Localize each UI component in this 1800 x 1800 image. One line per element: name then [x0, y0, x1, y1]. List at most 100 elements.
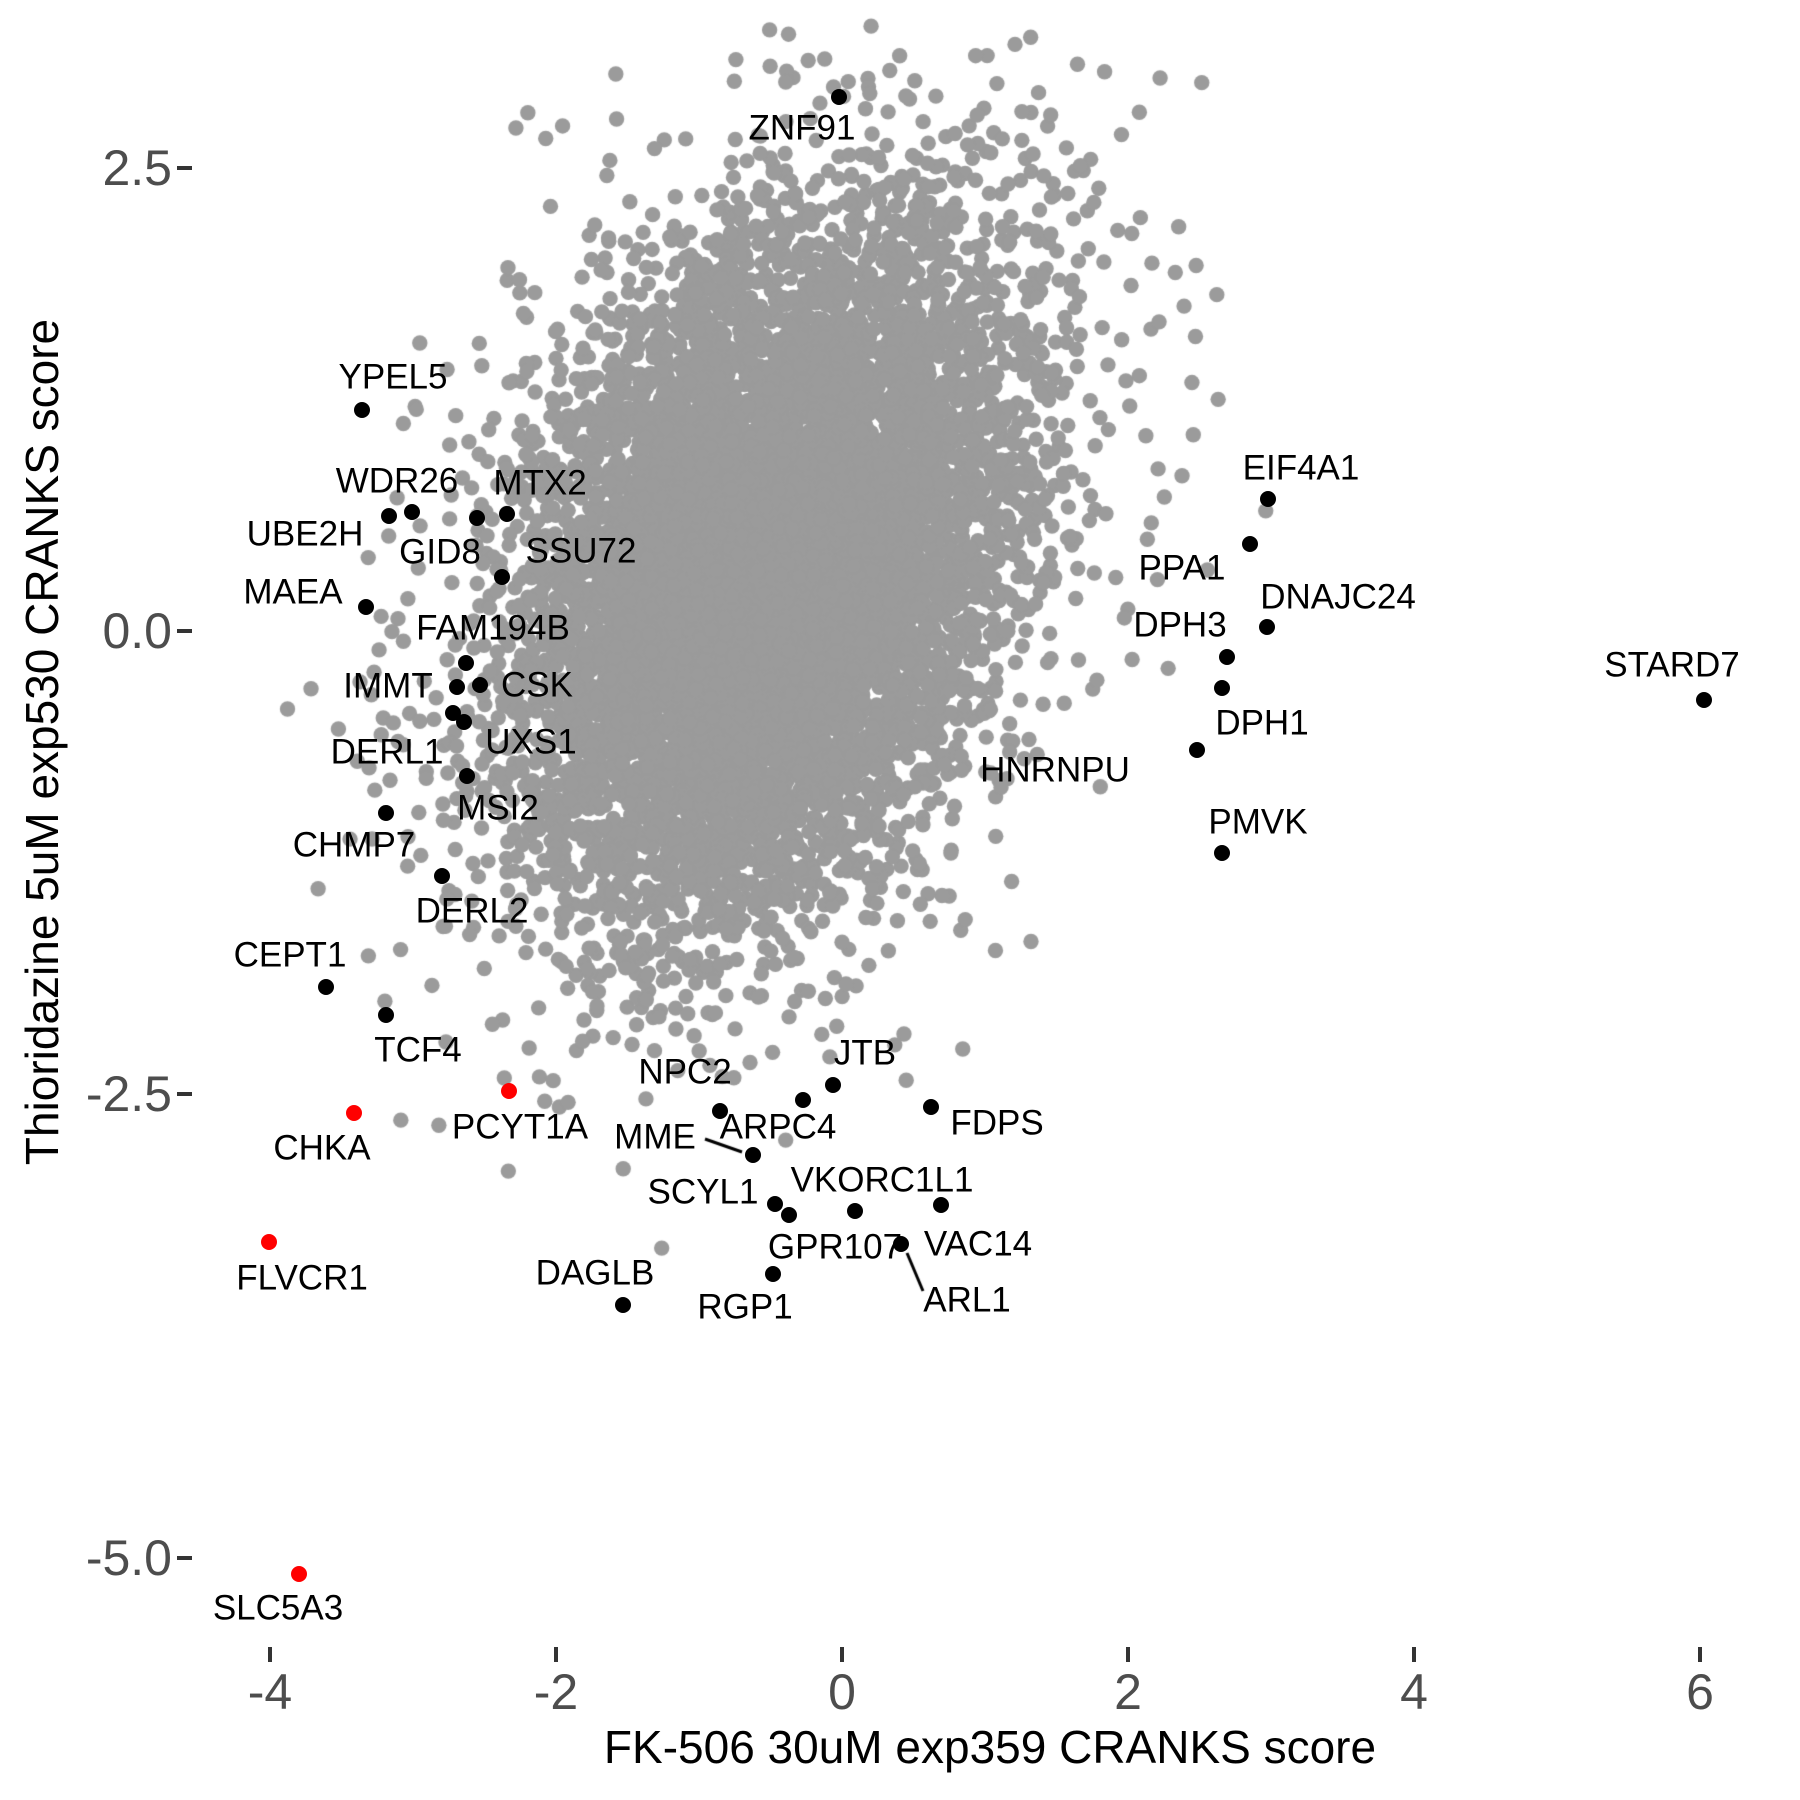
- point-DAGLB: [615, 1297, 632, 1314]
- point-GID8: [469, 509, 486, 526]
- gene-label-STARD7: STARD7: [1604, 645, 1740, 685]
- point-NPC2: [712, 1102, 729, 1119]
- gene-label-UBE2H: UBE2H: [246, 514, 364, 554]
- point-DERL2: [433, 867, 450, 884]
- y-tick-label-0.0: 0.0: [102, 603, 172, 659]
- gene-label-VKORC1L1: VKORC1L1: [790, 1160, 974, 1200]
- x-tick-label-4: 4: [1400, 1664, 1428, 1720]
- gene-label-PMVK: PMVK: [1208, 802, 1308, 842]
- point-STARD7: [1696, 691, 1713, 708]
- x-tick-label--4: -4: [247, 1664, 293, 1720]
- point-HNRNPU: [1188, 741, 1205, 758]
- point-SSU72: [493, 569, 510, 586]
- gene-label-MTX2: MTX2: [493, 463, 587, 503]
- gene-label-CHKA: CHKA: [273, 1128, 371, 1168]
- point-CHMP7: [377, 804, 394, 821]
- x-tick-label-6: 6: [1686, 1664, 1714, 1720]
- gene-label-EIF4A1: EIF4A1: [1242, 448, 1360, 488]
- gene-label-PPA1: PPA1: [1138, 548, 1226, 588]
- x-tick-label-0: 0: [828, 1664, 856, 1720]
- point-IMMT: [449, 678, 466, 695]
- point-PCYT1A: [500, 1082, 517, 1099]
- gene-label-HNRNPU: HNRNPU: [980, 750, 1130, 790]
- y-tick-mark-2.5: [177, 165, 192, 170]
- gene-label-FAM194B: FAM194B: [416, 608, 570, 648]
- y-tick-mark--5.0: [177, 1555, 192, 1560]
- point-VAC14: [932, 1197, 949, 1214]
- gene-label-WDR26: WDR26: [335, 461, 459, 501]
- gene-label-GPR107: GPR107: [767, 1227, 903, 1267]
- point-FAM194B: [457, 654, 474, 671]
- point-MAEA: [357, 598, 374, 615]
- point-UBE2H: [380, 508, 397, 525]
- gene-label-MSI2: MSI2: [457, 788, 539, 828]
- point-VKORC1L1: [846, 1202, 863, 1219]
- gene-label-SLC5A3: SLC5A3: [212, 1588, 344, 1628]
- gene-label-MME: MME: [614, 1117, 696, 1157]
- point-CHKA: [346, 1104, 363, 1121]
- gene-label-SSU72: SSU72: [525, 531, 637, 571]
- point-ARPC4: [795, 1091, 812, 1108]
- gene-label-UXS1: UXS1: [485, 722, 577, 762]
- gene-label-CSK: CSK: [501, 665, 573, 705]
- gene-label-YPEL5: YPEL5: [338, 357, 448, 397]
- x-tick-label-2: 2: [1114, 1664, 1142, 1720]
- point-WDR26: [403, 504, 420, 521]
- gene-label-DERL2: DERL2: [415, 891, 529, 931]
- point-SLC5A3: [290, 1566, 307, 1583]
- point-MTX2: [499, 506, 516, 523]
- gene-label-FDPS: FDPS: [950, 1103, 1044, 1143]
- gene-label-ZNF91: ZNF91: [748, 108, 856, 148]
- gene-label-DPH1: DPH1: [1215, 703, 1309, 743]
- gene-label-DERL1: DERL1: [330, 732, 444, 772]
- point-DPH1: [1214, 680, 1231, 697]
- x-tick-label--2: -2: [533, 1664, 579, 1720]
- gene-label-CHMP7: CHMP7: [292, 825, 416, 865]
- gene-label-SCYL1: SCYL1: [647, 1172, 759, 1212]
- gene-label-JTB: JTB: [833, 1033, 897, 1073]
- y-tick-label--2.5: -2.5: [85, 1066, 172, 1123]
- gene-label-IMMT: IMMT: [343, 666, 433, 706]
- gene-label-CEPT1: CEPT1: [233, 935, 347, 975]
- gene-label-RGP1: RGP1: [697, 1287, 793, 1327]
- point-CSK: [472, 676, 489, 693]
- gene-label-DAGLB: DAGLB: [535, 1253, 655, 1293]
- point-ARL1: [892, 1236, 909, 1253]
- y-tick-mark-0.0: [177, 629, 192, 633]
- point-MME: [745, 1147, 762, 1164]
- gene-label-NPC2: NPC2: [638, 1052, 732, 1092]
- point-DNAJC24: [1258, 619, 1275, 636]
- gene-label-DPH3: DPH3: [1133, 605, 1227, 645]
- point-FLVCR1: [260, 1234, 277, 1251]
- x-tick-mark-6: [1698, 1647, 1702, 1662]
- x-tick-mark-2: [1126, 1647, 1130, 1662]
- y-tick-label--5.0: -5.0: [85, 1529, 172, 1586]
- point-TCF4: [377, 1006, 394, 1023]
- point-UXS1: [456, 713, 473, 730]
- point-CEPT1: [317, 978, 334, 995]
- y-axis-title: Thioridazine 5uM exp530 CRANKS score: [16, 318, 68, 1166]
- point-YPEL5: [353, 402, 370, 419]
- point-DPH3: [1218, 648, 1235, 665]
- x-axis-title: FK-506 30uM exp359 CRANKS score: [603, 1721, 1377, 1773]
- gene-label-FLVCR1: FLVCR1: [236, 1258, 368, 1298]
- point-JTB: [825, 1076, 842, 1093]
- gene-label-DNAJC24: DNAJC24: [1260, 577, 1416, 617]
- point-RGP1: [765, 1265, 782, 1282]
- point-PMVK: [1214, 845, 1231, 862]
- gene-label-ARPC4: ARPC4: [719, 1107, 837, 1147]
- point-FDPS: [922, 1099, 939, 1116]
- x-tick-mark-0: [840, 1647, 844, 1662]
- x-tick-mark-4: [1412, 1647, 1416, 1662]
- point-GPR107: [781, 1206, 798, 1223]
- point-PPA1: [1241, 535, 1258, 552]
- x-tick-mark--2: [554, 1647, 558, 1662]
- gene-label-TCF4: TCF4: [374, 1030, 462, 1070]
- gene-label-ARL1: ARL1: [923, 1280, 1011, 1320]
- point-ZNF91: [831, 89, 848, 106]
